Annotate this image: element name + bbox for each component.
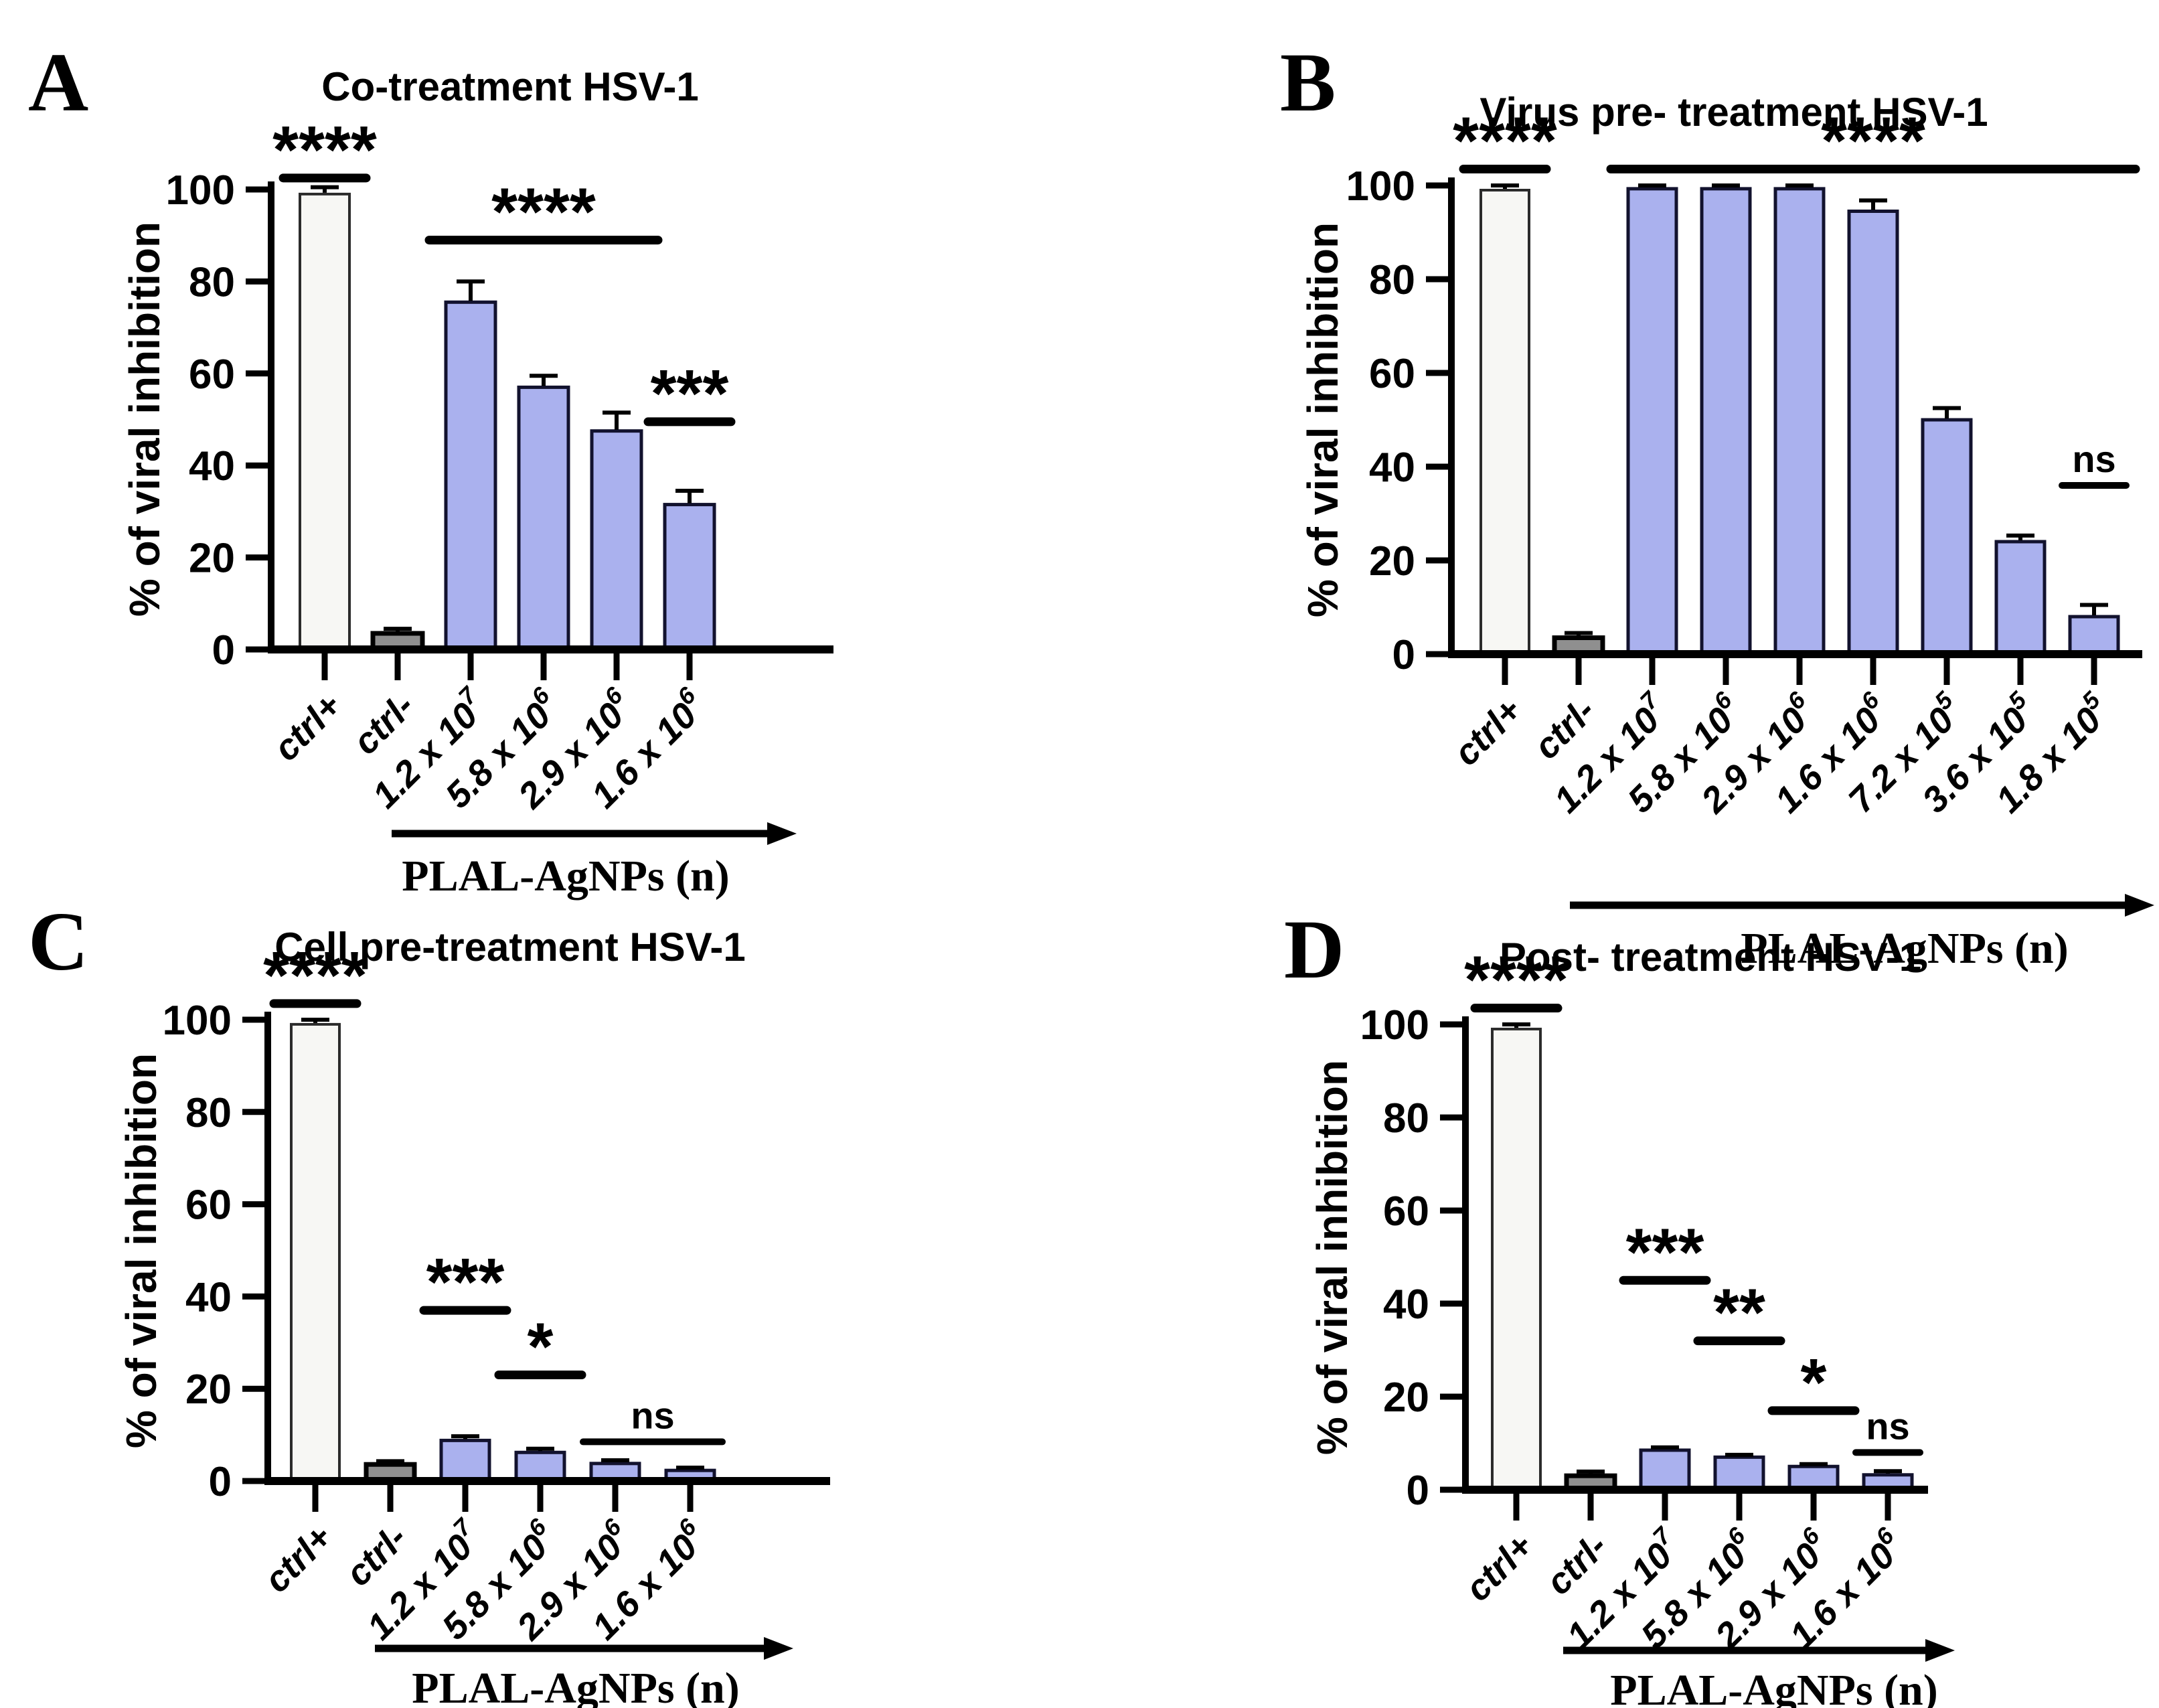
panel-letter-C: C	[28, 896, 88, 988]
y-tick-label: 40	[185, 1274, 232, 1320]
significance-label: **	[1713, 1275, 1765, 1350]
bar-5.8 x 10^6	[514, 1450, 566, 1483]
panel-title: Post- treatment HSV-1	[1500, 935, 1921, 980]
y-tick-label: 20	[1383, 1375, 1429, 1421]
significance-label: ****	[1464, 943, 1569, 1018]
x-arrow-head	[764, 1637, 793, 1660]
y-axis-title: % of viral inhibition	[1308, 1060, 1356, 1455]
x-axis-title: PLAL-AgNPs (n)	[412, 1664, 740, 1708]
bar-2.9 x 10^6	[1773, 187, 1826, 656]
x-axis-title: PLAL-AgNPs (n)	[402, 852, 730, 901]
bar-5.8 x 10^6	[1700, 187, 1752, 656]
y-tick-label: 40	[189, 443, 235, 489]
panel-B: B Virus pre- treatment HSV-1 % of viral in…	[1280, 37, 2154, 973]
y-tick-label: 0	[1392, 632, 1415, 678]
x-axis-title: PLAL-AgNPs (n)	[1610, 1666, 1938, 1708]
y-axis-title: % of viral inhibition	[121, 222, 169, 617]
y-tick-label: 80	[189, 259, 235, 305]
bar-3.6 x 10^5	[1994, 540, 2047, 656]
bar-2.9 x 10^6	[590, 429, 643, 651]
panel-title: Co-treatment HSV-1	[321, 64, 698, 109]
bar-5.8 x 10^6	[517, 385, 570, 651]
significance-label: ****	[1821, 104, 1925, 179]
bar-7.2 x 10^5	[1921, 418, 1973, 656]
y-tick-label: 40	[1369, 445, 1415, 491]
bar-1.2 x 10^7	[444, 300, 497, 651]
bar-1.2 x 10^7	[1639, 1448, 1691, 1492]
y-tick-label: 100	[1360, 1002, 1429, 1049]
significance-label: ****	[272, 112, 377, 187]
x-tick-label-ctrl+: ctrl+	[256, 1517, 339, 1600]
bar-ctrl+	[299, 192, 351, 651]
bar-1.6 x 10^6	[1847, 210, 1899, 656]
y-axis-title: % of viral inhibition	[1299, 222, 1347, 617]
panel-letter-B: B	[1280, 37, 1336, 129]
y-tick-label: 0	[212, 627, 235, 674]
x-arrow-head	[2125, 894, 2154, 917]
y-tick-label: 80	[1369, 257, 1415, 303]
x-arrow-head	[767, 822, 797, 845]
bar-1.2 x 10^7	[439, 1438, 491, 1483]
panel-D: D Post- treatment HSV-1 % of viral inhibit…	[1284, 904, 1955, 1708]
significance-label: ***	[1626, 1215, 1704, 1290]
significance-label: ns	[2072, 438, 2115, 480]
panel-title: Cell pre-treatment HSV-1	[274, 925, 746, 969]
y-tick-label: 20	[1369, 538, 1415, 585]
significance-label: ****	[491, 175, 596, 250]
y-tick-label: 60	[185, 1182, 232, 1229]
y-tick-label: 0	[1407, 1468, 1429, 1514]
panel-letter-D: D	[1284, 904, 1344, 996]
significance-label: *	[528, 1310, 554, 1385]
significance-label: ***	[651, 356, 729, 431]
bar-1.8 x 10^5	[2068, 615, 2120, 656]
panel-title: Virus pre- treatment HSV-1	[1480, 90, 1988, 135]
x-tick-label-ctrl+: ctrl+	[266, 686, 349, 769]
significance-label: *	[1801, 1345, 1827, 1420]
bar-1.2 x 10^7	[1626, 187, 1678, 656]
significance-label: ns	[631, 1394, 674, 1436]
x-axis-title: PLAL-AgNPs (n)	[1741, 924, 2069, 973]
significance-label: ****	[1453, 104, 1557, 179]
y-tick-label: 80	[185, 1090, 232, 1136]
panel-letter-A: A	[28, 37, 88, 129]
y-tick-label: 100	[1346, 163, 1415, 210]
x-tick-label-ctrl+: ctrl+	[1457, 1526, 1540, 1609]
y-tick-label: 40	[1383, 1282, 1429, 1328]
panel-A: A Co-treatment HSV-1 % of viral inhibition…	[28, 37, 833, 901]
bar-ctrl+	[290, 1022, 341, 1482]
y-tick-label: 20	[189, 536, 235, 582]
y-tick-label: 100	[163, 998, 232, 1044]
y-tick-label: 0	[209, 1459, 232, 1505]
bar-5.8 x 10^6	[1713, 1455, 1765, 1492]
bar-ctrl+	[1480, 189, 1530, 655]
significance-label: ***	[426, 1245, 505, 1320]
bar-1.6 x 10^6	[663, 503, 716, 651]
panel-C: C Cell pre-treatment HSV-1 % of viral inhi…	[28, 896, 830, 1708]
significance-label: ns	[1866, 1405, 1909, 1447]
x-tick-label-ctrl+: ctrl+	[1446, 690, 1529, 773]
y-tick-label: 60	[1369, 351, 1415, 397]
y-tick-label: 60	[189, 352, 235, 398]
y-tick-label: 80	[1383, 1095, 1429, 1142]
y-tick-label: 60	[1383, 1188, 1429, 1235]
y-axis-title: % of viral inhibition	[117, 1053, 165, 1448]
y-tick-label: 20	[185, 1367, 232, 1413]
bar-ctrl+	[1491, 1027, 1542, 1491]
significance-label: ****	[263, 938, 368, 1013]
x-arrow-head	[1925, 1639, 1955, 1662]
y-tick-label: 100	[166, 167, 235, 214]
